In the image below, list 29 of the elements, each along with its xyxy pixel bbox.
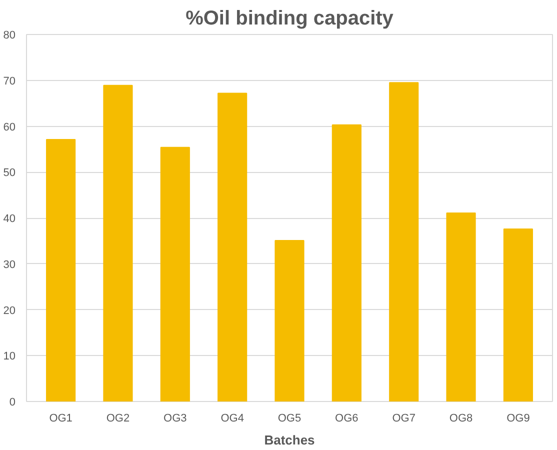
x-tick-label: OG9 [506,412,530,424]
y-tick-label: 40 [3,213,16,225]
x-tick-label: OG7 [392,412,416,424]
y-tick-label: 20 [3,304,16,317]
y-tick-label: 70 [3,75,16,88]
bar [218,92,248,402]
y-tick-label: 80 [3,30,16,42]
x-tick-label: OG1 [49,412,72,424]
chart-title: %Oil binding capacity [186,8,394,30]
bar [446,212,476,402]
x-tick-label: OG4 [220,412,244,424]
bar [160,146,190,402]
y-tick-label: 0 [9,396,16,408]
x-axis-title: Batches [264,432,315,448]
y-tick-label: 10 [3,350,16,363]
bar [332,124,362,402]
bar [46,139,76,402]
x-tick-label: OG2 [106,412,130,424]
y-tick-label: 60 [3,121,16,134]
x-tick-label: OG5 [278,412,302,424]
y-tick-label: 50 [3,167,16,180]
bar [389,82,419,402]
x-tick-label: OG6 [335,412,358,424]
x-tick-label: OG3 [164,412,187,424]
bar [274,240,304,402]
x-tick-label: OG8 [449,412,473,424]
bar [503,228,533,402]
y-tick-label: 30 [3,258,16,271]
bar [103,84,133,402]
